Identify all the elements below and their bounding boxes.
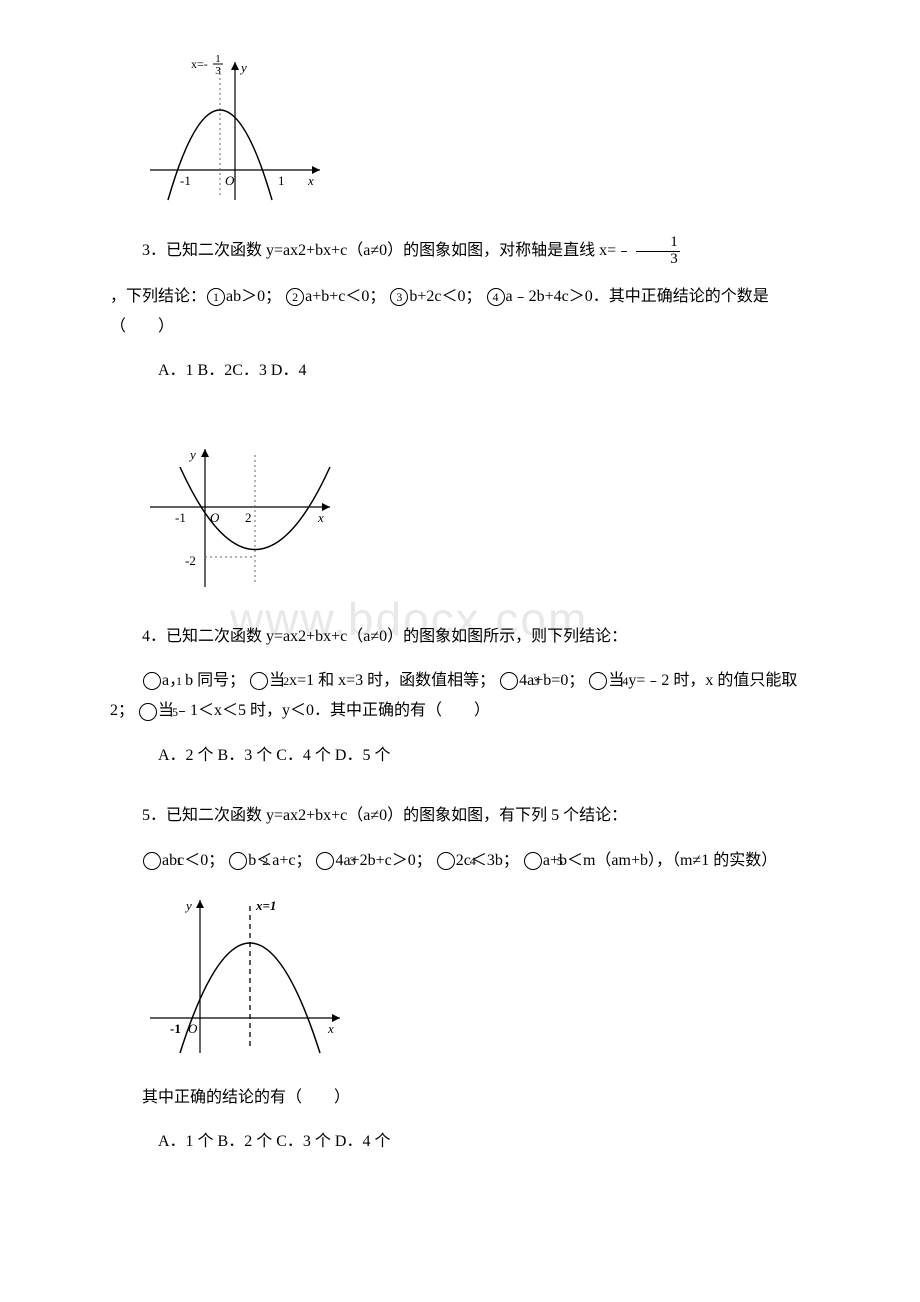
q3-n1: 1 — [207, 288, 225, 306]
q5-c5: a+b＜m（am+b），（m≠1 的实数） — [543, 852, 777, 869]
q3-frac-num: 1 — [636, 235, 680, 252]
q4-c5: 当﹣1＜x＜5 时，y＜0．其中正确的有（ ） — [158, 702, 490, 719]
q3-stem-line2: ，下列结论：1ab＞0； 2a+b+c＜0； 3b+2c＜0； 4a﹣2b+4c… — [110, 282, 810, 343]
q4-n5: 5 — [139, 703, 157, 721]
q5-n3: 3 — [316, 852, 334, 870]
q4-ylabel: y — [188, 447, 196, 462]
q5-n4: 4 — [437, 852, 455, 870]
q4-n2: 2 — [250, 672, 268, 690]
q3-tick-neg1: -1 — [180, 173, 191, 188]
q4-c1: a，b 同号； — [162, 672, 245, 689]
q3-stem-b: ，下列结论： — [110, 288, 206, 305]
q3-n2: 2 — [286, 288, 304, 306]
q4-n1: 1 — [143, 672, 161, 690]
q4-n3: 3 — [500, 672, 518, 690]
q3-c1: ab＞0； — [226, 288, 281, 305]
q3-frac-den: 3 — [636, 252, 680, 268]
q3-stem-a: 3．已知二次函数 y=ax2+bx+c（a≠0）的图象如图，对称轴是直线 x=﹣ — [142, 242, 632, 259]
q3-tick-pos1: 1 — [278, 173, 285, 188]
q4-origin: O — [210, 510, 220, 525]
q4-xlabel: x — [317, 510, 324, 525]
q5-xlabel: x — [327, 1021, 334, 1036]
q3-svg: -1 1 O x y x=- 1 3 — [140, 50, 330, 210]
q4-figure: -1 2 O -2 x y — [140, 437, 810, 602]
q3-stem-line1: 3．已知二次函数 y=ax2+bx+c（a≠0）的图象如图，对称轴是直线 x=﹣… — [110, 235, 810, 268]
q5-c2: b＜a+c； — [248, 852, 311, 869]
q5-tick-neg1: -1 — [170, 1021, 181, 1036]
q4-c2: 当 x=1 和 x=3 时，函数值相等； — [269, 672, 495, 689]
q4-options: A．2 个 B．3 个 C．4 个 D．5 个 — [110, 741, 810, 771]
q4-conclusions: 1a，b 同号； 2当 x=1 和 x=3 时，函数值相等； 34a+b=0； … — [110, 666, 810, 727]
q3-frac-num-fig: 1 — [215, 53, 221, 65]
q3-n3: 3 — [390, 288, 408, 306]
q3-symlabel-prefix: x=- — [191, 57, 208, 71]
q5-c1: abc＜0； — [162, 852, 224, 869]
q4-c3: 4a+b=0； — [519, 672, 584, 689]
q3-fraction: 1 3 — [636, 235, 680, 268]
q5-tail: 其中正确的结论的有（ ） — [110, 1083, 810, 1113]
q5-c4: 2c＜3b； — [456, 852, 519, 869]
q5-conclusions: 1abc＜0； 2b＜a+c； 34a+2b+c＞0； 42c＜3b； 5a+b… — [110, 846, 810, 876]
q4-tick-neg1: -1 — [175, 510, 186, 525]
q5-origin: O — [188, 1021, 198, 1036]
q5-stem: 5．已知二次函数 y=ax2+bx+c（a≠0）的图象如图，有下列 5 个结论： — [110, 801, 810, 831]
q3-c3: b+2c＜0； — [409, 288, 481, 305]
q4-svg: -1 2 O -2 x y — [140, 437, 340, 597]
q3-ylabel: y — [239, 60, 247, 75]
q5-symlabel: x=1 — [255, 898, 276, 913]
q3-frac-den-fig: 3 — [215, 65, 221, 77]
q3-c2: a+b+c＜0； — [305, 288, 385, 305]
q3-options: A．1 B．2C．3 D．4 — [110, 356, 810, 386]
q5-ylabel: y — [184, 898, 192, 913]
q5-n2: 2 — [229, 852, 247, 870]
q3-xlabel: x — [307, 173, 314, 188]
q3-n4: 4 — [487, 288, 505, 306]
q5-n5: 5 — [524, 852, 542, 870]
q5-n1: 1 — [143, 852, 161, 870]
q4-tick-neg2y: -2 — [185, 553, 196, 568]
q5-c3: 4a+2b+c＞0； — [335, 852, 431, 869]
q3-figure: -1 1 O x y x=- 1 3 — [140, 50, 810, 215]
q3-origin: O — [225, 173, 235, 188]
q5-figure: -1 O x y x=1 — [140, 888, 810, 1063]
q4-stem: 4．已知二次函数 y=ax2+bx+c（a≠0）的图象如图所示，则下列结论： — [110, 622, 810, 652]
q4-n4: 4 — [589, 672, 607, 690]
q5-options: A．1 个 B．2 个 C．3 个 D．4 个 — [110, 1127, 810, 1157]
q5-svg: -1 O x y x=1 — [140, 888, 350, 1058]
q4-tick-pos2: 2 — [245, 510, 252, 525]
